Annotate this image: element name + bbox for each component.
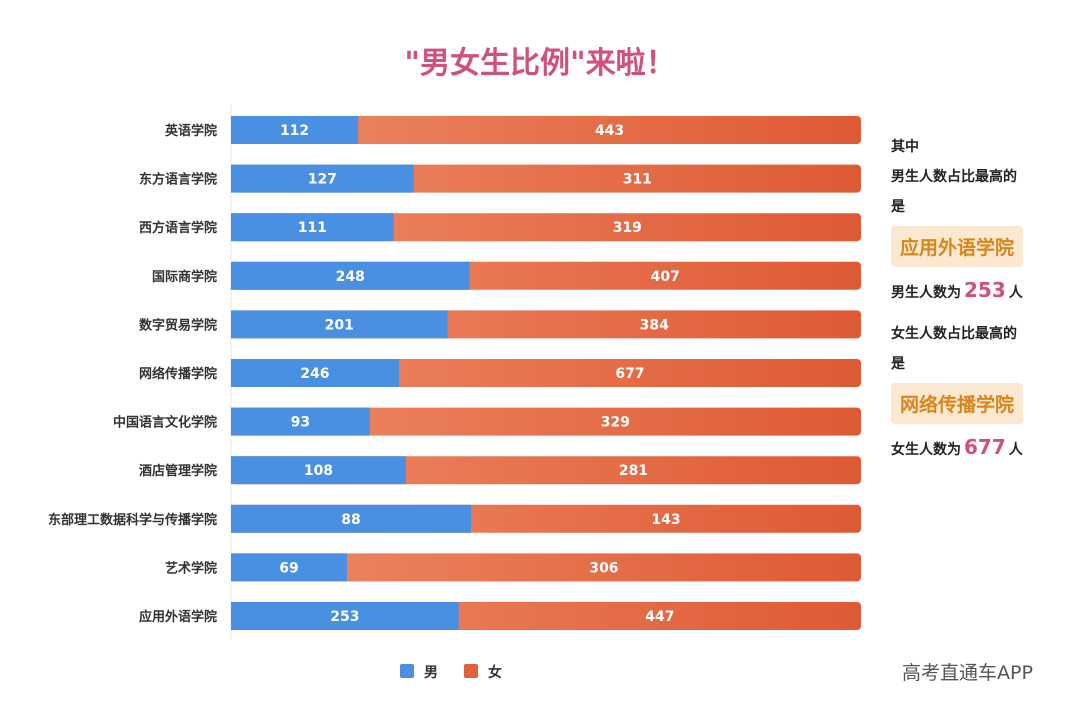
legend-label-female: 女 (488, 664, 502, 681)
legend-label-male: 男 (424, 665, 438, 681)
bar-female (231, 116, 861, 144)
female-value-label: 677 (615, 366, 644, 382)
female-value-label: 384 (640, 317, 669, 333)
male-value-label: 201 (325, 317, 354, 333)
female-value-label: 329 (601, 415, 630, 431)
category-label: 国际商学院 (152, 269, 217, 285)
male-count-value: 253 (964, 278, 1006, 302)
bar-male (231, 602, 459, 630)
male-value-label: 253 (330, 609, 359, 625)
summary-female-count-line: 女生人数为 677 人 (891, 430, 1066, 464)
summary-male-count-line: 男生人数为 253 人 (891, 273, 1066, 307)
bar-male (231, 504, 471, 533)
female-value-label: 306 (589, 560, 618, 576)
bar-male (231, 310, 448, 339)
female-count-prefix: 女生人数为 (891, 442, 961, 458)
male-value-label: 111 (298, 220, 327, 236)
female-value-label: 319 (613, 220, 642, 236)
category-label: 西方语言学院 (139, 220, 217, 236)
summary-male-school: 应用外语学院 (891, 226, 1024, 267)
category-label: 中国语言文化学院 (113, 415, 217, 431)
female-value-label: 407 (651, 269, 680, 285)
bar-male (231, 359, 399, 387)
legend-swatch-male (400, 664, 414, 678)
category-label: 艺术学院 (165, 560, 217, 576)
category-label: 英语学院 (164, 123, 217, 139)
male-value-label: 88 (341, 512, 360, 528)
bar-female (231, 407, 861, 436)
category-label: 数字贸易学院 (139, 317, 217, 333)
male-value-label: 246 (300, 366, 329, 382)
female-value-label: 311 (623, 172, 652, 188)
bar-male (231, 456, 406, 485)
bar-male (231, 407, 370, 436)
bar-female (231, 553, 861, 582)
bar-male (231, 213, 394, 242)
male-value-label: 248 (336, 269, 365, 285)
female-count-value: 677 (964, 435, 1006, 459)
summary-female-is: 是 (891, 356, 905, 372)
male-value-label: 93 (291, 415, 310, 431)
male-value-label: 112 (280, 123, 309, 139)
category-label: 网络传播学院 (139, 366, 217, 382)
summary-intro: 其中 (891, 139, 919, 155)
male-value-label: 108 (304, 463, 333, 479)
male-value-label: 69 (279, 560, 298, 576)
male-count-suffix: 人 (1008, 285, 1023, 301)
bar-male (231, 164, 414, 193)
bars-layer: 英语学院 112 443 东方语言学院 127 311 西方语言学院 111 319 国际商学院 2… (48, 116, 861, 630)
summary-panel: 其中 男生人数占比最高的 是 应用外语学院 男生人数为 253 人 女生人数占比最高… (891, 132, 1066, 464)
category-label: 东部理工数据科学与传播学院 (48, 512, 217, 528)
bar-male (231, 553, 347, 582)
category-label: 东方语言学院 (139, 172, 217, 188)
female-value-label: 447 (645, 609, 674, 625)
bar-male (231, 261, 470, 290)
watermark: 高考直通车APP (902, 662, 1033, 684)
summary-male-is: 是 (891, 199, 905, 215)
female-value-label: 443 (595, 123, 624, 139)
legend: 男 女 (400, 664, 502, 681)
legend-swatch-female (464, 664, 478, 678)
male-value-label: 127 (308, 172, 337, 188)
male-count-prefix: 男生人数为 (891, 285, 961, 301)
chart-title: "男女生比例"来啦！ (404, 46, 676, 81)
category-label: 应用外语学院 (139, 609, 217, 625)
category-label: 酒店管理学院 (139, 463, 217, 479)
bar-male (231, 116, 359, 144)
summary-female-heading: 女生人数占比最高的 (891, 326, 1017, 342)
summary-female-school: 网络传播学院 (891, 383, 1024, 424)
female-count-suffix: 人 (1008, 442, 1023, 458)
summary-male-heading: 男生人数占比最高的 (891, 169, 1017, 185)
female-value-label: 143 (651, 512, 680, 528)
female-value-label: 281 (619, 463, 648, 479)
